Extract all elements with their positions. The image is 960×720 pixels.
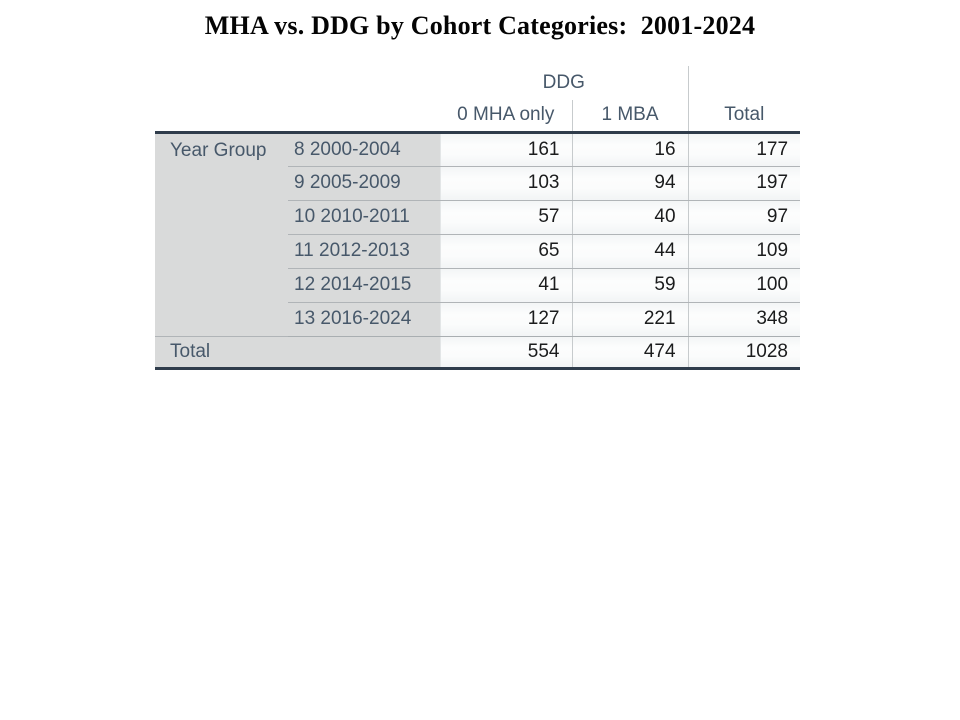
row-label: 13 2016-2024 [288, 302, 440, 337]
cell-mha-only: 65 [439, 234, 572, 269]
cell-mba: 40 [571, 200, 689, 235]
cell-total: 100 [687, 268, 801, 303]
cell-total: 197 [687, 166, 801, 201]
table-row: 11 2012-2013 65 44 109 [155, 234, 801, 269]
row-label: 11 2012-2013 [288, 234, 440, 269]
table-row: 13 2016-2024 127 221 348 [155, 302, 801, 337]
total-row: Total 554 474 1028 [155, 336, 801, 370]
header-spacer [155, 100, 440, 134]
cell-total: 97 [687, 200, 801, 235]
crosstab-table: DDG 0 MHA only 1 MBA Total Year Group 8 … [155, 66, 801, 370]
table-row: 10 2010-2011 57 40 97 [155, 200, 801, 235]
row-label: 9 2005-2009 [288, 166, 440, 201]
column-header-mba: 1 MBA [571, 100, 689, 134]
cell-mha-only: 161 [439, 132, 572, 167]
cell-mba: 59 [571, 268, 689, 303]
cell-total: 177 [687, 132, 801, 167]
cell-mha-only: 57 [439, 200, 572, 235]
cell-mha-only: 103 [439, 166, 572, 201]
cell-mha-only: 554 [439, 336, 572, 370]
cell-total: 1028 [687, 336, 801, 370]
cell-mba: 94 [571, 166, 689, 201]
row-label: 12 2014-2015 [288, 268, 440, 303]
page-title: MHA vs. DDG by Cohort Categories: 2001-2… [204, 11, 756, 40]
row-label: 8 2000-2004 [288, 132, 440, 167]
cell-mha-only: 127 [439, 302, 572, 337]
header-spacer [155, 66, 440, 100]
total-row-label: Total [155, 336, 440, 370]
cell-mha-only: 41 [439, 268, 572, 303]
cell-mba: 44 [571, 234, 689, 269]
cell-mba: 16 [571, 132, 689, 167]
cell-mba: 474 [571, 336, 689, 370]
total-column-spacer [687, 66, 801, 100]
cell-total: 348 [687, 302, 801, 337]
cell-mba: 221 [571, 302, 689, 337]
column-header-total: Total [687, 100, 801, 134]
column-group-header: DDG [542, 72, 585, 93]
table-row: 9 2005-2009 103 94 197 [155, 166, 801, 201]
table-row: Year Group 8 2000-2004 161 16 177 [155, 132, 801, 337]
table-row: 12 2014-2015 41 59 100 [155, 268, 801, 303]
column-header-mha-only: 0 MHA only [440, 100, 572, 134]
cell-total: 109 [687, 234, 801, 269]
row-group-label: Year Group [155, 132, 288, 337]
row-label: 10 2010-2011 [288, 200, 440, 235]
